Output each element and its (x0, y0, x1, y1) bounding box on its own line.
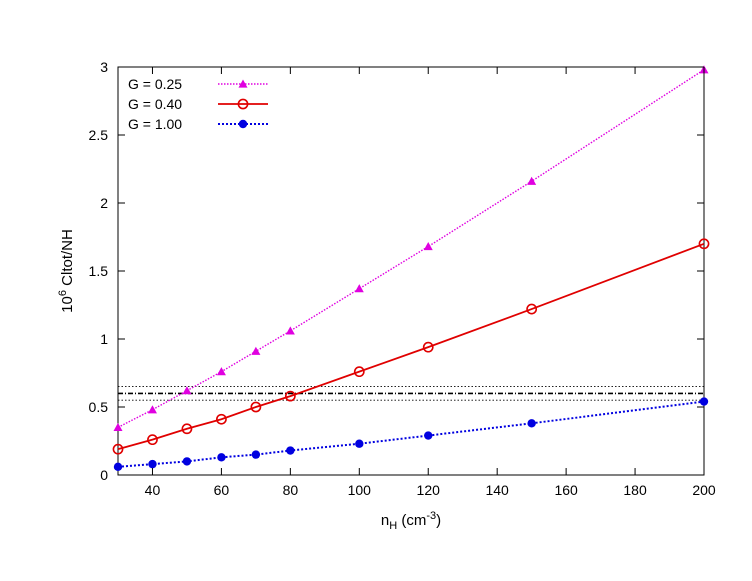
x-tick-label: 140 (485, 482, 509, 498)
y-tick-label: 1.5 (89, 263, 109, 279)
plot-frame (117, 66, 705, 476)
y-tick-label: 2.5 (89, 127, 109, 143)
legend-item: G = 0.40 (128, 96, 268, 112)
y-axis: 0 0.5 1 1.5 2 2.5 3 (89, 59, 704, 483)
series-3 (113, 397, 709, 472)
series-line (117, 400, 705, 468)
data-point (238, 119, 248, 129)
x-axis: 40 60 80 100 120 140 160 180 200 (145, 67, 716, 498)
x-tick-label: 160 (554, 482, 578, 498)
data-point (181, 423, 193, 435)
x-tick-label: 40 (145, 482, 161, 498)
series-layer (112, 65, 710, 472)
x-tick-label: 80 (283, 482, 299, 498)
legend-item: G = 0.25 (128, 76, 268, 92)
data-point (237, 98, 249, 110)
x-tick-label: 180 (623, 482, 647, 498)
data-point (527, 419, 536, 428)
legend-label: G = 0.25 (128, 76, 182, 92)
data-point (355, 439, 364, 448)
legend-label: G = 0.40 (128, 96, 182, 112)
data-point (148, 459, 157, 469)
data-point (424, 431, 433, 440)
x-tick-label: 200 (692, 482, 716, 498)
data-point (182, 386, 192, 395)
y-tick-label: 1 (100, 331, 108, 347)
data-point (216, 413, 227, 425)
data-point (251, 346, 261, 355)
y-tick-label: 0.5 (89, 399, 109, 415)
reference-lines (118, 386, 704, 401)
data-point (238, 79, 248, 88)
data-point (285, 326, 295, 335)
data-point (251, 450, 261, 459)
y-axis-label: 106 Cltot/NH (57, 229, 76, 313)
data-point (527, 176, 537, 185)
data-point (423, 242, 433, 251)
data-point (216, 367, 226, 376)
y-tick-label: 2 (100, 195, 108, 211)
legend-label: G = 1.00 (128, 116, 182, 132)
data-point (354, 284, 364, 293)
data-point (147, 434, 158, 446)
data-point (182, 457, 192, 466)
data-point (113, 462, 123, 472)
data-point (284, 390, 296, 402)
legend: G = 0.25 G = 0.40 G = 1.00 (128, 76, 268, 132)
y-tick-label: 3 (100, 59, 108, 75)
data-point (422, 341, 434, 353)
x-tick-label: 100 (348, 482, 372, 498)
data-point (250, 401, 262, 413)
data-point (113, 422, 123, 431)
data-point (217, 453, 226, 462)
data-point (526, 303, 538, 315)
series-1 (113, 65, 709, 431)
data-point (112, 443, 124, 455)
x-tick-label: 60 (214, 482, 230, 498)
data-point (699, 397, 709, 406)
legend-item: G = 1.00 (128, 116, 268, 132)
series-line (117, 242, 705, 451)
x-tick-label: 120 (417, 482, 441, 498)
data-point (353, 366, 365, 378)
data-point (698, 238, 710, 250)
series-2 (112, 238, 710, 455)
y-tick-label: 0 (100, 467, 108, 483)
data-point (147, 405, 157, 414)
data-point (286, 446, 295, 455)
series-line (117, 69, 705, 429)
x-axis-label: nH (cm-3) (381, 510, 441, 532)
